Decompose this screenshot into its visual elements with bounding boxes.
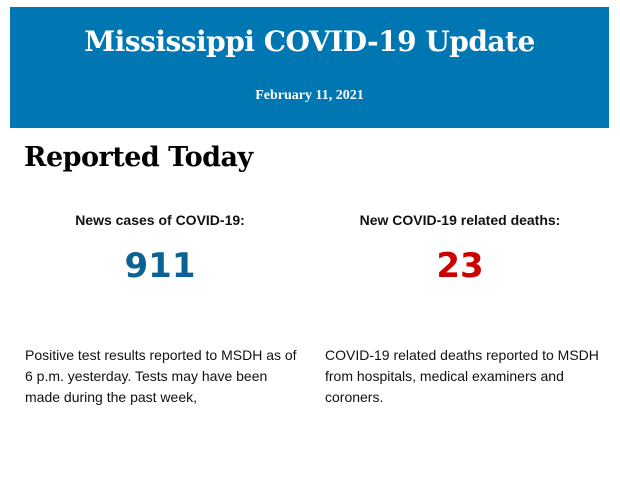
- section-heading: Reported Today: [24, 142, 253, 173]
- cases-description: Positive test results reported to MSDH a…: [25, 347, 297, 405]
- cases-label: News cases of COVID-19:: [75, 212, 245, 228]
- deaths-description: COVID-19 related deaths reported to MSDH…: [325, 347, 599, 405]
- page-title: Mississippi COVID-19 Update: [84, 25, 535, 58]
- deaths-stat: New COVID-19 related deaths: 23: [315, 212, 605, 286]
- header-banner: Mississippi COVID-19 Update February 11,…: [10, 7, 609, 128]
- report-date: February 11, 2021: [255, 88, 364, 103]
- deaths-label: New COVID-19 related deaths:: [359, 212, 561, 228]
- cases-value: 911: [124, 246, 196, 286]
- cases-stat: News cases of COVID-19: 911: [15, 212, 305, 286]
- deaths-value: 23: [436, 246, 484, 286]
